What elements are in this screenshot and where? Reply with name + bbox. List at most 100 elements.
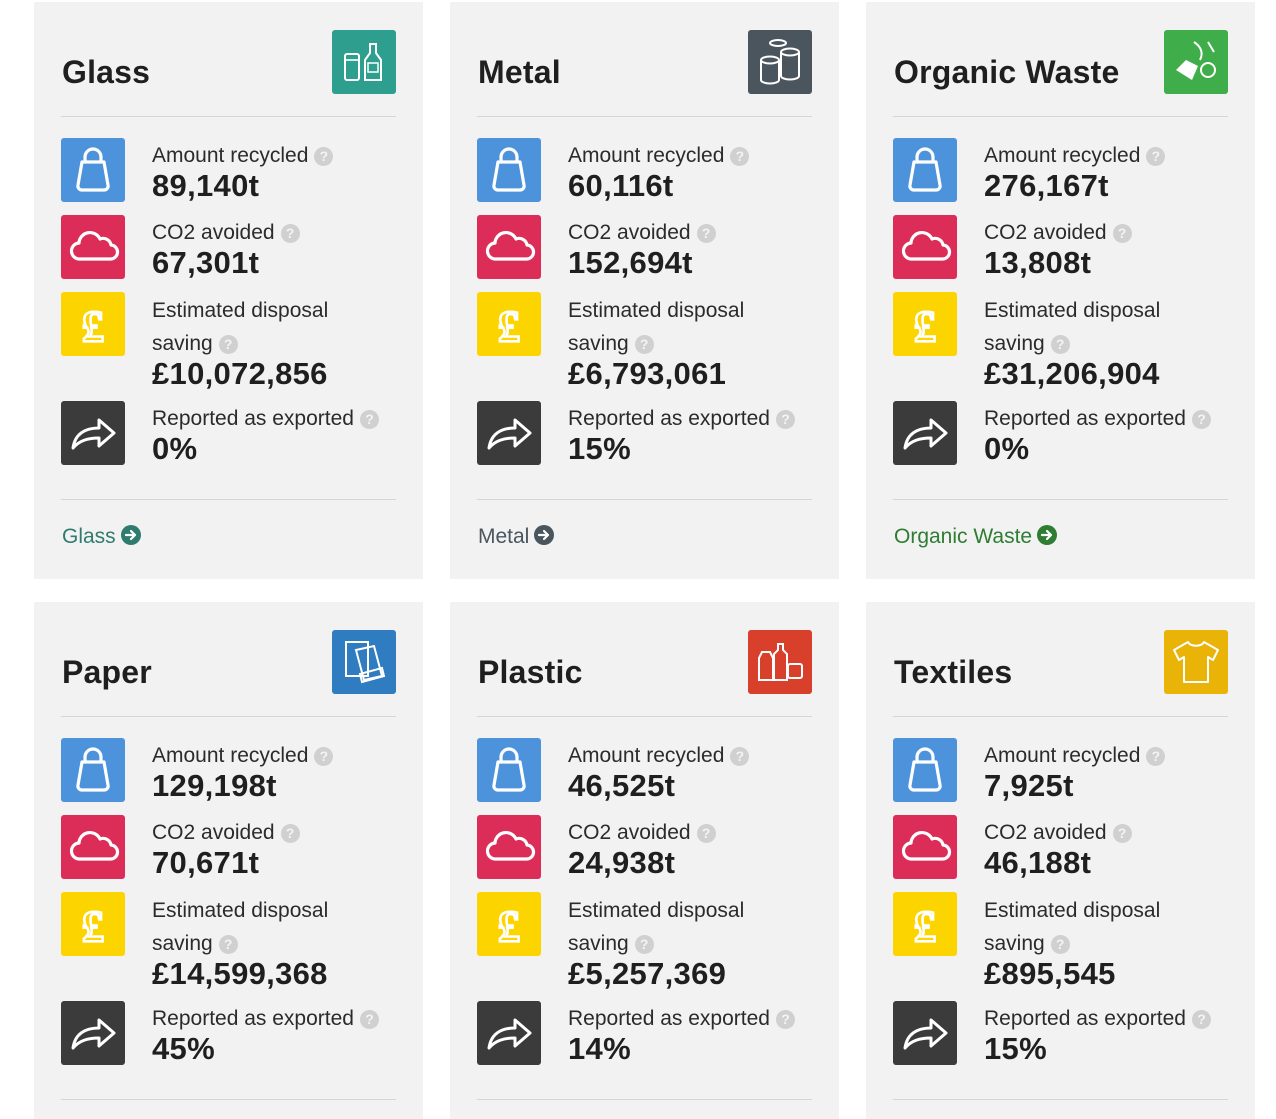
stat-value-saving: £14,599,368 bbox=[152, 956, 328, 991]
help-icon[interactable]: ? bbox=[1050, 335, 1070, 354]
stat-label-saving: Estimated disposal saving? bbox=[568, 299, 745, 355]
svg-text:£: £ bbox=[82, 902, 104, 951]
help-icon[interactable]: ? bbox=[359, 410, 379, 429]
help-icon[interactable]: ? bbox=[280, 224, 300, 243]
help-icon[interactable]: ? bbox=[1191, 410, 1211, 429]
svg-text:£: £ bbox=[498, 902, 520, 951]
help-icon[interactable]: ? bbox=[730, 747, 750, 766]
stat-label-co2: CO2 avoided? bbox=[152, 217, 300, 249]
stat-label-co2: CO2 avoided? bbox=[568, 817, 716, 849]
stat-label-amount: Amount recycled? bbox=[152, 140, 334, 172]
card-header: Paper bbox=[61, 602, 396, 717]
bag-icon bbox=[61, 738, 125, 802]
material-link[interactable]: Glass bbox=[62, 525, 141, 549]
material-card-plastic: Plastic Amount recycled? 46,525t CO2 avo… bbox=[450, 602, 839, 1119]
material-card-textiles: Textiles Amount recycled? 7,925t CO2 avo… bbox=[866, 602, 1255, 1119]
cloud-icon bbox=[61, 215, 125, 279]
help-icon[interactable]: ? bbox=[1112, 824, 1132, 843]
arrow-circle-right-icon bbox=[1037, 525, 1058, 545]
card-footer: Metal bbox=[477, 499, 812, 548]
help-icon[interactable]: ? bbox=[1146, 747, 1166, 766]
material-link[interactable]: Organic Waste bbox=[894, 525, 1058, 549]
help-icon[interactable]: ? bbox=[218, 935, 238, 954]
stat-value-amount: 276,167t bbox=[984, 168, 1109, 203]
svg-text:£: £ bbox=[82, 302, 104, 351]
card-title: Plastic bbox=[478, 654, 583, 690]
material-link[interactable]: Metal bbox=[478, 525, 555, 549]
cloud-icon bbox=[61, 815, 125, 879]
stat-label-exported: Reported as exported? bbox=[568, 403, 795, 435]
help-icon[interactable]: ? bbox=[634, 935, 654, 954]
stat-value-saving: £5,257,369 bbox=[568, 956, 727, 991]
help-icon[interactable]: ? bbox=[1050, 935, 1070, 954]
arrow-circle-right-icon bbox=[120, 525, 141, 545]
pound-icon: £ bbox=[477, 892, 541, 956]
card-footer: Organic Waste bbox=[893, 499, 1228, 548]
glass-bottles-icon bbox=[332, 30, 396, 94]
help-icon[interactable]: ? bbox=[775, 410, 795, 429]
help-icon[interactable]: ? bbox=[314, 747, 334, 766]
paper-carton-icon bbox=[332, 630, 396, 694]
stat-label-amount: Amount recycled? bbox=[984, 740, 1166, 772]
help-icon[interactable]: ? bbox=[775, 1010, 795, 1029]
stat-label-saving: Estimated disposal saving? bbox=[984, 299, 1161, 355]
stat-value-co2: 46,188t bbox=[984, 845, 1092, 880]
help-icon[interactable]: ? bbox=[359, 1010, 379, 1029]
help-icon[interactable]: ? bbox=[730, 147, 750, 166]
stat-label-exported: Reported as exported? bbox=[152, 1003, 379, 1035]
stat-value-exported: 0% bbox=[152, 431, 198, 466]
stat-value-amount: 7,925t bbox=[984, 768, 1074, 803]
stat-value-saving: £895,545 bbox=[984, 956, 1116, 991]
stat-value-co2: 70,671t bbox=[152, 845, 260, 880]
stat-value-saving: £10,072,856 bbox=[152, 356, 328, 391]
stat-value-exported: 0% bbox=[984, 431, 1030, 466]
food-waste-icon bbox=[1164, 30, 1228, 94]
svg-text:£: £ bbox=[498, 302, 520, 351]
help-icon[interactable]: ? bbox=[280, 824, 300, 843]
help-icon[interactable]: ? bbox=[1191, 1010, 1211, 1029]
pound-icon: £ bbox=[477, 292, 541, 356]
stat-value-exported: 45% bbox=[152, 1031, 215, 1066]
stat-value-co2: 152,694t bbox=[568, 245, 693, 280]
pound-icon: £ bbox=[61, 292, 125, 356]
pound-icon: £ bbox=[61, 892, 125, 956]
help-icon[interactable]: ? bbox=[634, 335, 654, 354]
card-footer: Glass bbox=[61, 499, 396, 548]
stat-value-amount: 129,198t bbox=[152, 768, 277, 803]
material-card-metal: Metal Amount recycled? 60,116t CO2 avoid… bbox=[450, 2, 839, 579]
export-arrow-icon bbox=[893, 401, 957, 465]
cloud-icon bbox=[893, 815, 957, 879]
help-icon[interactable]: ? bbox=[1146, 147, 1166, 166]
stat-label-co2: CO2 avoided? bbox=[152, 817, 300, 849]
bag-icon bbox=[61, 138, 125, 202]
card-header: Organic Waste bbox=[893, 2, 1228, 117]
stat-value-amount: 89,140t bbox=[152, 168, 260, 203]
stat-label-amount: Amount recycled? bbox=[984, 140, 1166, 172]
stat-label-amount: Amount recycled? bbox=[152, 740, 334, 772]
stat-label-saving: Estimated disposal saving? bbox=[152, 299, 329, 355]
pound-icon: £ bbox=[893, 292, 957, 356]
help-icon[interactable]: ? bbox=[696, 824, 716, 843]
material-card-glass: Glass Amount recycled? 89,140t CO2 avoid… bbox=[34, 2, 423, 579]
card-footer bbox=[61, 1099, 396, 1100]
help-icon[interactable]: ? bbox=[218, 335, 238, 354]
stat-value-exported: 14% bbox=[568, 1031, 631, 1066]
card-header: Glass bbox=[61, 2, 396, 117]
material-card-paper: Paper Amount recycled? 129,198t CO2 avoi… bbox=[34, 602, 423, 1119]
help-icon[interactable]: ? bbox=[696, 224, 716, 243]
stat-value-co2: 24,938t bbox=[568, 845, 676, 880]
help-icon[interactable]: ? bbox=[314, 147, 334, 166]
card-header: Metal bbox=[477, 2, 812, 117]
cloud-icon bbox=[477, 215, 541, 279]
stat-label-exported: Reported as exported? bbox=[984, 1003, 1211, 1035]
bag-icon bbox=[893, 738, 957, 802]
t-shirt-icon bbox=[1164, 630, 1228, 694]
pound-icon: £ bbox=[893, 892, 957, 956]
card-header: Plastic bbox=[477, 602, 812, 717]
svg-text:£: £ bbox=[914, 302, 936, 351]
stat-label-co2: CO2 avoided? bbox=[568, 217, 716, 249]
export-arrow-icon bbox=[477, 401, 541, 465]
cloud-icon bbox=[893, 215, 957, 279]
help-icon[interactable]: ? bbox=[1112, 224, 1132, 243]
card-footer bbox=[893, 1099, 1228, 1100]
